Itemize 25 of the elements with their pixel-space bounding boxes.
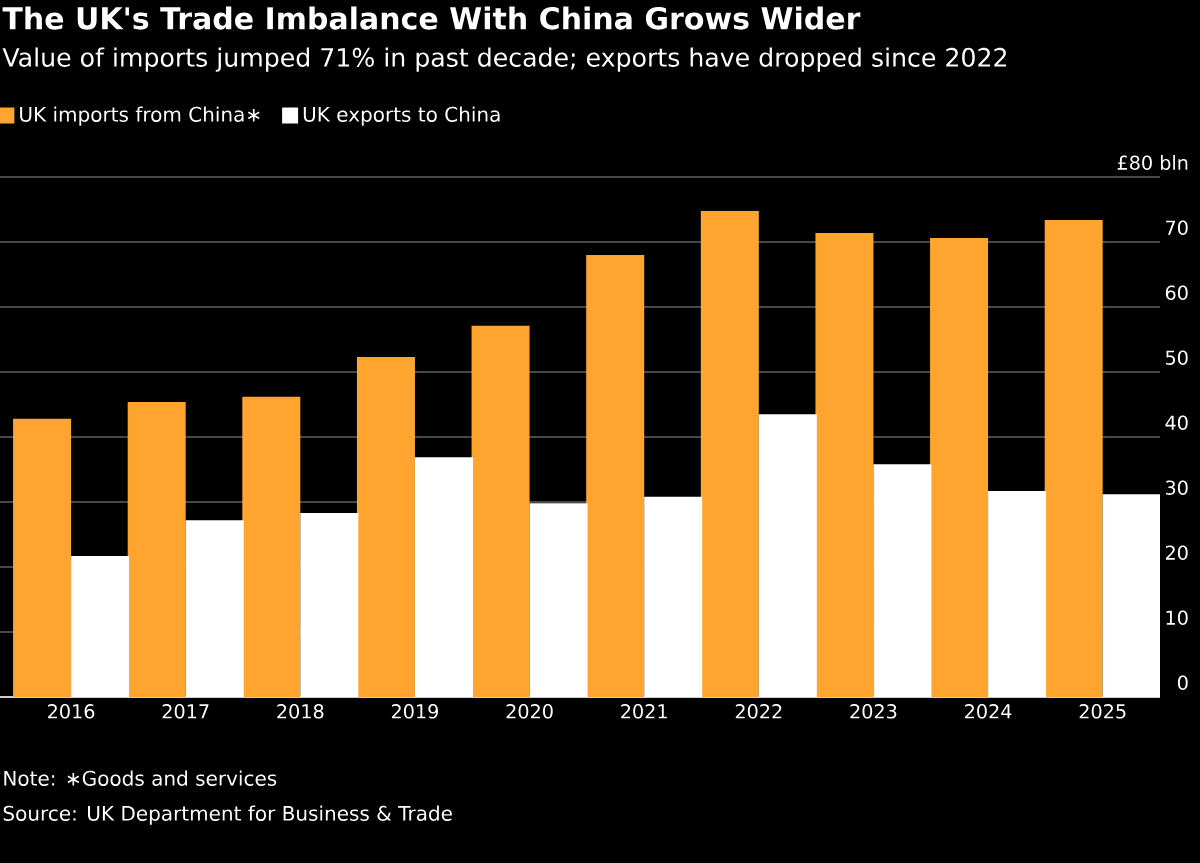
legend-label: UK exports to China (303, 106, 500, 126)
y-tick-label: 50 (1165, 350, 1188, 365)
y-tick-label: 20 (1165, 545, 1188, 560)
y-tick-label: 40 (1165, 415, 1188, 430)
chart-title: The UK's Trade Imbalance With China Grows Wider (2, 6, 861, 30)
text: Note: ∗Goods and services (4, 770, 277, 786)
x-tick-label: 2025 (1079, 704, 1126, 719)
x-tick-label: 2017 (162, 704, 209, 719)
x-tick-label: 2016 (48, 704, 95, 719)
x-tick-label: 2020 (506, 704, 553, 719)
x-tick-label: 2019 (391, 704, 438, 719)
y-tick-label: 10 (1166, 610, 1188, 625)
y-tick-label: 0 (1177, 675, 1188, 690)
source-note: Source: UK Department for Business & Trade (3, 805, 452, 825)
x-tick-label: 2024 (965, 704, 1012, 719)
y-tick-label: 30 (1165, 480, 1188, 495)
x-tick-label: 2021 (621, 704, 667, 719)
y-tick-label: 60 (1165, 285, 1188, 300)
y-tick-label: £80 bln (1117, 155, 1188, 170)
chart-subtitle: Value of imports jumped 71% in past decade; exports have dropped since 2022 (2, 47, 1007, 72)
x-tick-label: 2022 (735, 704, 782, 719)
legend-label: UK imports from China∗ (20, 106, 260, 126)
y-tick-label: 70 (1166, 220, 1188, 235)
x-tick-label: 2023 (850, 704, 897, 719)
x-tick-label: 2018 (277, 704, 324, 719)
